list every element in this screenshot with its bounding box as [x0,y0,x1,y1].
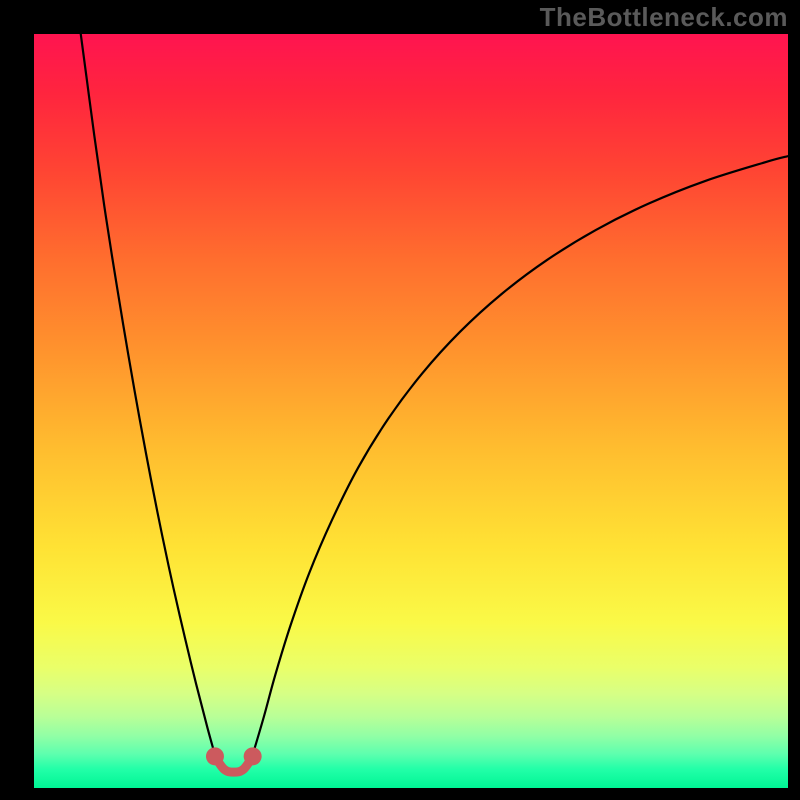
marker-dot-left [206,747,224,765]
chart-svg [34,34,788,788]
watermark-text: TheBottleneck.com [540,2,788,33]
plot-area [34,34,788,788]
gradient-background [34,34,788,788]
marker-dot-right [244,747,262,765]
